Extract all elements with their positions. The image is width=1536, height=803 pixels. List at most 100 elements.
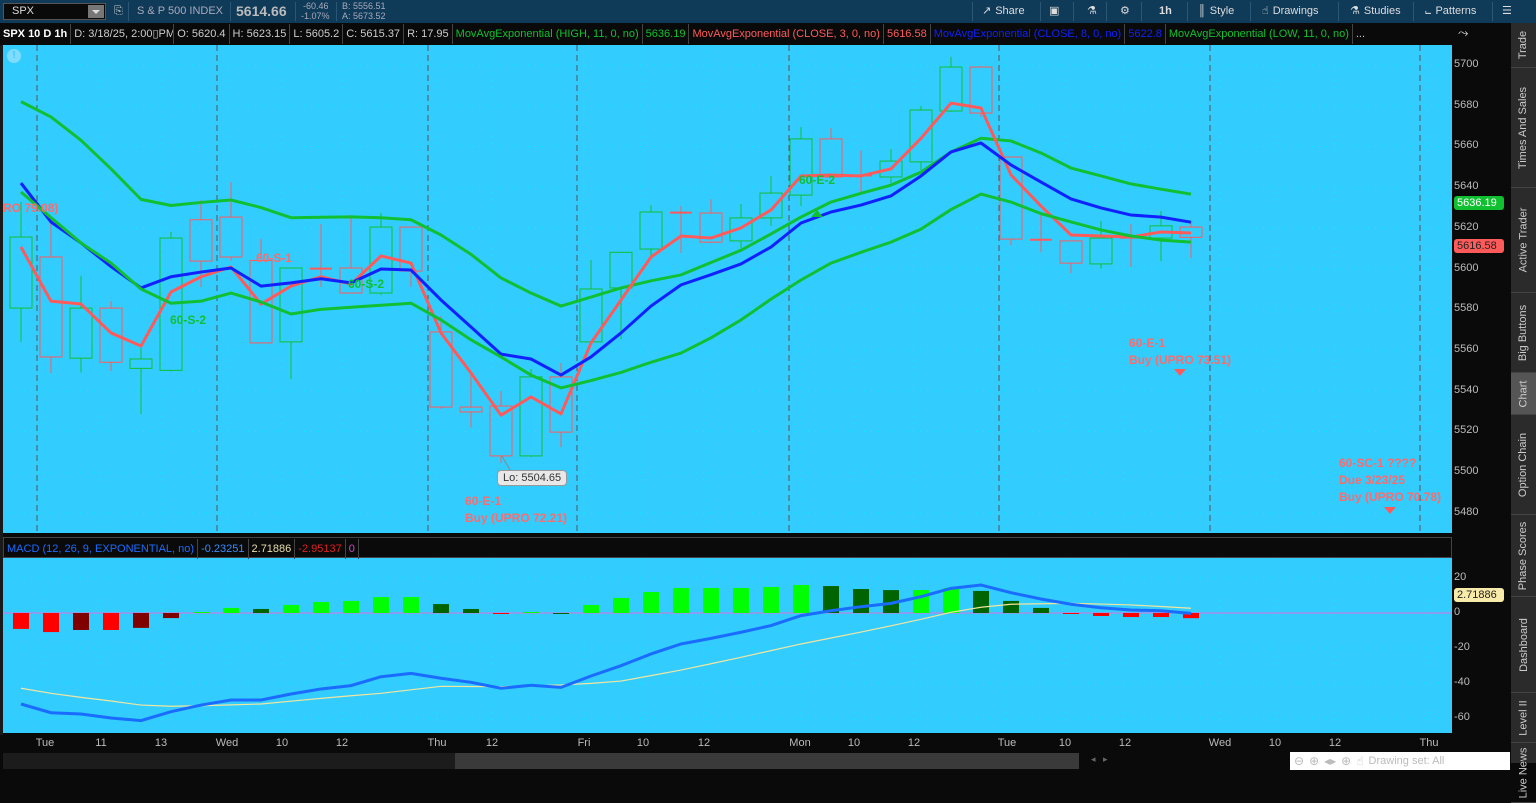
time-tick-label: Tue	[997, 737, 1017, 749]
tab-active-trader[interactable]: Active Trader	[1511, 188, 1536, 293]
share-button[interactable]: ↗ Share	[982, 0, 1025, 23]
zoom-in-icon[interactable]: ⊕	[1309, 754, 1320, 768]
up-arrow-marker	[811, 210, 823, 217]
tab-label: Dashboard	[1517, 617, 1530, 672]
scroll-thumb[interactable]	[455, 753, 1079, 769]
info-icon[interactable]: !	[7, 49, 21, 63]
tab-label: Active Trader	[1517, 207, 1530, 273]
study-ema-close3-value: 5616.58	[884, 24, 931, 44]
macd-tick-label: -60	[1454, 711, 1470, 723]
chart-scrollbar[interactable]: ◂ ▸	[3, 753, 1288, 769]
price-chart[interactable]	[0, 45, 1452, 735]
price-panel	[3, 45, 1452, 533]
down-arrow-marker	[1174, 369, 1186, 376]
left-border	[0, 45, 3, 735]
studies-button[interactable]: ⚗ Studies	[1350, 0, 1401, 23]
patterns-button[interactable]: ⨽ Patterns	[1425, 0, 1476, 23]
macd-histogram-bar	[1003, 600, 1019, 613]
macd-histogram-bar	[163, 613, 179, 619]
macd-label[interactable]: MACD (12, 26, 9, EXPONENTIAL, no)	[4, 539, 199, 559]
tab-level-ii[interactable]: Level II	[1511, 693, 1536, 743]
symbol-selector[interactable]: SPX	[3, 3, 106, 20]
scroll-track[interactable]	[3, 753, 1079, 769]
collapse-icon[interactable]: ⤳	[1458, 25, 1469, 40]
candle-body	[99, 307, 123, 363]
tab-label: Option Chain	[1517, 432, 1530, 497]
ema-low-line	[20, 190, 1192, 390]
bar-high: H: 5623.15	[230, 24, 291, 44]
study-ema-high-label[interactable]: MovAvgExponential (HIGH, 11, 0, no)	[453, 24, 643, 44]
time-tick-label: 11	[95, 737, 107, 749]
chevron-down-icon[interactable]	[88, 5, 104, 18]
style-label: Style	[1209, 5, 1235, 17]
tab-dashboard[interactable]: Dashboard	[1511, 597, 1536, 693]
time-tick-label: 10	[1268, 737, 1282, 749]
macd-histogram-bar	[673, 587, 689, 613]
chart-info-bar: SPX 10 D 1h D: 3/18/25, 2:00▯PM O: 5620.…	[0, 23, 1452, 45]
candle-body	[459, 406, 483, 413]
candle-body	[219, 216, 243, 258]
pan-icon[interactable]: ◂▸	[1324, 754, 1337, 768]
ask-price: A: 5673.52	[342, 11, 386, 21]
macd-histogram-bar	[823, 586, 839, 613]
tab-trade[interactable]: Trade	[1511, 23, 1536, 68]
candle-body	[909, 109, 933, 163]
tab-option-chain[interactable]: Option Chain	[1511, 415, 1536, 515]
tab-chart[interactable]: Chart	[1511, 373, 1536, 415]
macd-tick-label: 0	[1454, 606, 1461, 618]
macd-histogram-bar	[223, 607, 239, 613]
ema-close3-line	[19, 101, 1192, 417]
bar-close: C: 5615.37	[343, 24, 405, 44]
price-tick-label: 5600	[1454, 261, 1479, 274]
time-tick-label: 12	[335, 737, 349, 749]
divider	[1073, 2, 1074, 21]
style-button[interactable]: ║ Style	[1198, 0, 1234, 23]
hand-pointer-icon[interactable]: ☝	[1356, 754, 1364, 768]
tab-times-and-sales[interactable]: Times And Sales	[1511, 68, 1536, 188]
price-axis[interactable]: 5700 5680 5660 5640 5620 5600 5580 5560 5540 5520…	[1452, 45, 1510, 735]
net-change: -60.46	[303, 1, 329, 11]
study-ema-low-label[interactable]: MovAvgExponential (LOW, 11, 0, no)	[1166, 24, 1353, 44]
flask-button[interactable]: ⚗	[1087, 0, 1097, 23]
drawing-set[interactable]: Drawing set: All	[1368, 755, 1445, 767]
link-icon[interactable]: ⎘	[114, 5, 123, 17]
macd-histogram-bar	[433, 604, 449, 613]
patterns-icon: ⨽	[1425, 5, 1432, 17]
drawings-button[interactable]: ☝ Drawings	[1262, 0, 1319, 23]
timeframe-button[interactable]: 1h	[1159, 0, 1172, 23]
annotation-e2: 60-E-2	[799, 173, 836, 187]
tab-big-buttons[interactable]: Big Buttons	[1511, 293, 1536, 373]
macd-value-line	[20, 583, 1192, 723]
macd-histogram-bar	[133, 613, 149, 628]
time-tick-label: 12	[907, 737, 921, 749]
candle-body	[549, 376, 573, 433]
low-price-bubble: Lo: 5504.65	[497, 470, 568, 486]
down-arrow-marker	[1384, 507, 1396, 514]
scroll-right-icon[interactable]: ▸	[1103, 754, 1108, 764]
menu-button[interactable]: ☰	[1502, 0, 1512, 23]
bid-price: B: 5556.51	[342, 1, 386, 11]
alert-button[interactable]: ▣	[1049, 0, 1059, 23]
divider	[1106, 2, 1107, 21]
study-ema-close8-label[interactable]: MovAvgExponential (CLOSE, 8, 0, no)	[931, 24, 1126, 44]
time-axis[interactable]: Tue 11 13 Wed 10 12 Thu 12 Fri 10 12 Mon 10 12 Tue 10 12…	[0, 735, 1452, 752]
settings-button[interactable]: ⚙	[1120, 0, 1130, 23]
macd-histogram-bar	[1093, 613, 1109, 616]
more-studies[interactable]: ...	[1355, 28, 1366, 40]
scroll-left-icon[interactable]: ◂	[1091, 754, 1096, 764]
price-tick-label: 5500	[1454, 465, 1479, 478]
tab-live-news[interactable]: Live News	[1511, 743, 1536, 803]
crosshair-icon[interactable]: ⊕	[1341, 754, 1352, 768]
price-tick-label: 5540	[1454, 383, 1479, 396]
divider	[230, 2, 231, 21]
price-tick-label: 5680	[1454, 98, 1479, 111]
annotation-e1: 60-E-1	[1129, 336, 1166, 350]
divider	[1413, 2, 1414, 21]
macd-tick-label: -40	[1454, 676, 1470, 688]
zoom-out-icon[interactable]: ⊖	[1294, 754, 1305, 768]
macd-histogram-bar	[1033, 607, 1049, 613]
tab-phase-scores[interactable]: Phase Scores	[1511, 515, 1536, 597]
tab-label: Big Buttons	[1517, 304, 1530, 361]
study-ema-close3-label[interactable]: MovAvgExponential (CLOSE, 3, 0, no)	[689, 24, 884, 44]
time-tick-label: Wed	[1208, 737, 1232, 749]
